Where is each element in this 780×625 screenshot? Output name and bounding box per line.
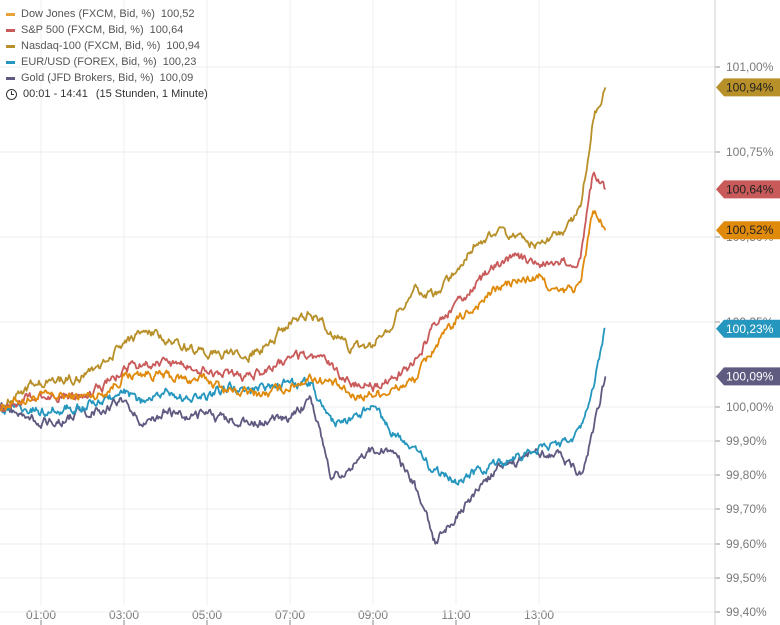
x-tick-label: 09:00 [358, 608, 388, 622]
x-tick-label: 07:00 [275, 608, 305, 622]
legend-value: 100,52 [160, 8, 195, 20]
last-value-label: 100,52% [726, 223, 774, 237]
series-line [0, 171, 607, 413]
legend-label: S&P 500 (FXCM, Bid, %) [21, 24, 144, 36]
y-tick-label: 99,50% [726, 571, 767, 585]
legend-swatch [6, 12, 15, 16]
legend-swatch [6, 60, 15, 64]
legend-item-sp500[interactable]: S&P 500 (FXCM, Bid, %) 100,64 [6, 22, 208, 38]
last-value-label: 100,94% [726, 80, 774, 94]
last-value-badge [716, 367, 780, 386]
last-value-badge [716, 319, 780, 338]
last-value-label: 100,23% [726, 322, 774, 336]
y-tick-label: 99,60% [726, 537, 767, 551]
time-range-row: 00:01 - 14:41 (15 Stunden, 1 Minute) [6, 86, 208, 102]
last-value-badge [716, 221, 780, 240]
time-interval: (15 Stunden, 1 Minute) [95, 88, 208, 100]
y-tick-label: 99,80% [726, 468, 767, 482]
legend-value: 100,09 [159, 72, 194, 84]
legend-swatch [6, 44, 15, 48]
legend-value: 100,64 [149, 24, 184, 36]
y-tick-label: 101,00% [726, 60, 774, 74]
x-tick-label: 13:00 [524, 608, 554, 622]
legend-label: Gold (JFD Brokers, Bid, %) [21, 72, 154, 84]
legend-value: 100,23 [162, 56, 197, 68]
series-line [0, 210, 607, 412]
legend-label: EUR/USD (FOREX, Bid, %) [21, 56, 157, 68]
x-tick-label: 11:00 [441, 608, 470, 622]
x-tick-label: 05:00 [192, 608, 222, 622]
legend-item-gold[interactable]: Gold (JFD Brokers, Bid, %) 100,09 [6, 70, 208, 86]
y-tick-label: 100,00% [726, 400, 774, 414]
last-value-label: 100,64% [726, 182, 774, 196]
time-range: 00:01 - 14:41 [23, 88, 88, 100]
legend-swatch [6, 76, 15, 80]
legend-value: 100,94 [166, 40, 201, 52]
last-value-label: 100,09% [726, 369, 774, 383]
y-tick-label: 99,40% [726, 605, 767, 619]
legend-label: Dow Jones (FXCM, Bid, %) [21, 8, 155, 20]
y-tick-label: 99,90% [726, 434, 767, 448]
legend-swatch [6, 28, 15, 32]
series-line [0, 327, 606, 486]
legend-label: Nasdaq-100 (FXCM, Bid, %) [21, 40, 161, 52]
last-value-badge [716, 180, 780, 199]
y-tick-label: 100,75% [726, 145, 774, 159]
series-line [0, 87, 607, 411]
chart-legend: Dow Jones (FXCM, Bid, %) 100,52 S&P 500 … [6, 6, 208, 102]
clock-icon [6, 88, 17, 100]
x-tick-label: 01:00 [26, 608, 56, 622]
legend-item-eurusd[interactable]: EUR/USD (FOREX, Bid, %) 100,23 [6, 54, 208, 70]
legend-item-nasdaq[interactable]: Nasdaq-100 (FXCM, Bid, %) 100,94 [6, 38, 208, 54]
x-tick-label: 03:00 [109, 608, 139, 622]
legend-item-dow-jones[interactable]: Dow Jones (FXCM, Bid, %) 100,52 [6, 6, 208, 22]
y-tick-label: 99,70% [726, 502, 767, 516]
last-value-badge [716, 78, 780, 97]
